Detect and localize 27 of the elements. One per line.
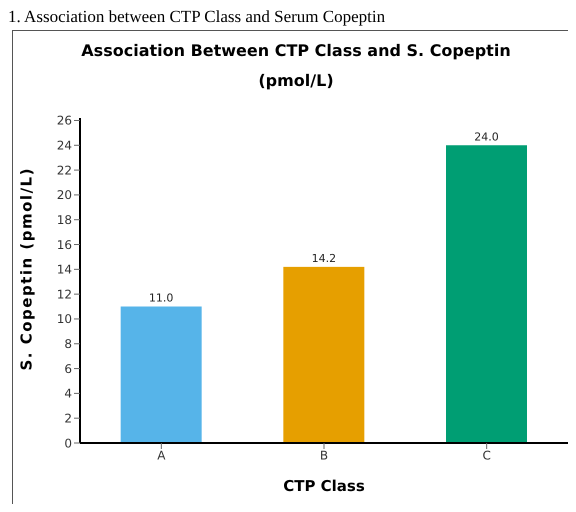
- y-tick-label: 12: [56, 287, 72, 302]
- y-tick-label: 18: [56, 212, 72, 227]
- x-tick-label: B: [320, 448, 328, 463]
- bar: [120, 306, 202, 443]
- chart-title: Association Between CTP Class and S. Copeptin (pmol/L): [80, 40, 512, 92]
- y-tick-label: 20: [56, 188, 72, 202]
- y-tick-label: 26: [56, 114, 72, 128]
- y-tick-label: 2: [64, 411, 72, 426]
- data-label: 24.0: [474, 130, 499, 144]
- y-tick-label: 14: [56, 262, 72, 277]
- y-tick-label: 6: [64, 362, 72, 376]
- y-tick-label: 24: [56, 138, 72, 153]
- y-tick-label: 0: [64, 436, 72, 450]
- y-tick-label: 16: [56, 238, 72, 252]
- y-tick-label: 4: [64, 386, 72, 401]
- x-tick-label: C: [482, 448, 491, 463]
- y-tick-label: 10: [56, 312, 72, 326]
- bar: [446, 145, 527, 443]
- data-label: 11.0: [148, 292, 174, 305]
- data-label: 14.2: [312, 252, 336, 265]
- y-tick-label: 8: [64, 337, 72, 352]
- text: 1. Association between CTP Class and Serum Copeptin: [8, 7, 386, 28]
- x-axis-title: CTP Class: [283, 477, 365, 495]
- y-tick-label: 22: [56, 163, 72, 178]
- y-axis-title: S. Copeptin (pmol/L): [17, 167, 36, 370]
- bar: [283, 266, 364, 443]
- x-tick-label: A: [157, 448, 166, 463]
